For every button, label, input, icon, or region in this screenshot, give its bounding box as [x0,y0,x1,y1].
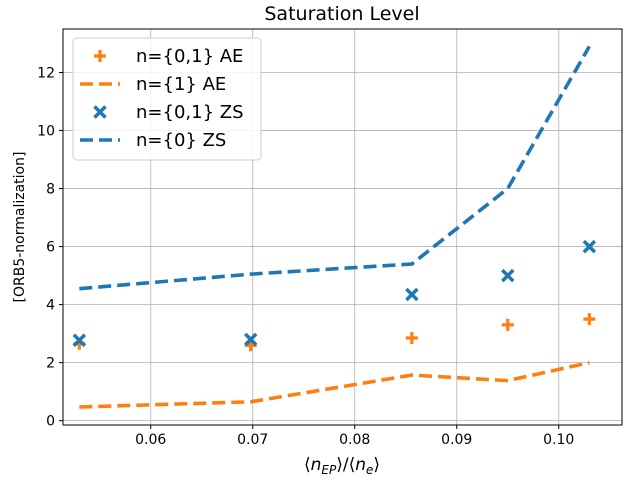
data-point-x [72,333,87,348]
data-point-plus [501,318,514,331]
legend-entry: n={1} AE [80,74,226,95]
series-0 [73,313,596,352]
series-1 [79,360,590,409]
y-tick-label: 6 [46,240,55,256]
y-axis-label: [ORB5-normalization] [12,152,28,303]
chart-title: Saturation Level [264,3,419,25]
data-point-x [501,268,515,283]
x-axis-label: ⟨nEP⟩/⟨ne⟩ [304,455,380,477]
series-line [79,45,591,291]
data-point-x [582,239,597,254]
legend-label: n={0,1} ZS [136,102,244,123]
y-tick-label: 4 [46,298,55,314]
legend-entry: n={0,1} ZS [93,102,244,123]
series-line [79,360,590,409]
legend-entry: n={0} ZS [80,130,226,151]
series-2 [72,239,597,348]
x-tick-label: 0.07 [237,432,268,448]
plot-frame [62,28,623,426]
data-point-x [405,287,419,302]
data-point-x [243,332,258,347]
y-tick-label: 12 [37,66,55,82]
legend-label: n={0,1} AE [136,46,243,67]
legend-label: n={0} ZS [136,130,226,151]
data-point-plus [583,313,596,326]
y-tick-label: 10 [37,124,55,140]
y-tick-label: 0 [46,414,55,430]
x-tick-label: 0.10 [543,432,574,448]
legend-label: n={1} AE [136,74,226,95]
x-tick-label: 0.06 [135,432,166,448]
legend: n={0,1} AE n={1} AE n={0,1} ZS n={0} ZS [72,37,262,161]
y-tick-label: 8 [46,182,55,198]
ticks: 0.06 0.07 0.08 0.09 0.10 0 2 4 6 8 10 12 [37,66,574,448]
data-point-plus [405,331,418,344]
x-tick-label: 0.08 [339,432,370,448]
legend-x-swatch [93,105,107,119]
x-tick-label: 0.09 [441,432,472,448]
legend-entry: n={0,1} AE [94,46,243,67]
series-3 [79,45,591,291]
legend-plus-swatch [94,50,106,62]
legend-box [72,37,262,161]
y-tick-label: 2 [46,356,55,372]
series-layer [72,45,597,409]
